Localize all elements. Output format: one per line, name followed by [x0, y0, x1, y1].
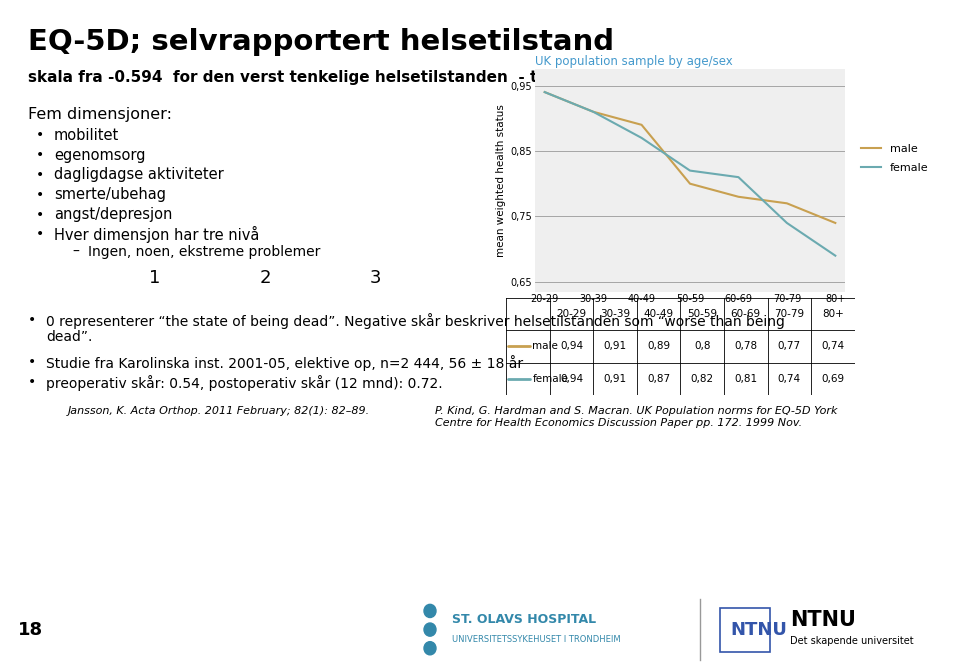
Text: •: •: [36, 148, 44, 162]
Text: 0,91: 0,91: [604, 374, 627, 384]
Text: –: –: [72, 245, 79, 259]
Text: 0,89: 0,89: [647, 341, 670, 351]
Text: preoperativ skår: 0.54, postoperativ skår (12 mnd): 0.72.: preoperativ skår: 0.54, postoperativ skå…: [46, 375, 443, 391]
Y-axis label: mean weighted health status: mean weighted health status: [496, 104, 506, 257]
Text: 20-29: 20-29: [557, 309, 587, 319]
Text: 30-39: 30-39: [600, 309, 630, 319]
Text: Studie fra Karolinska inst. 2001-05, elektive op, n=2 444, 56 ± 18 år: Studie fra Karolinska inst. 2001-05, ele…: [46, 355, 523, 371]
Text: 70-79: 70-79: [774, 309, 804, 319]
Legend: male, female: male, female: [856, 140, 933, 177]
Text: 0,74: 0,74: [778, 374, 801, 384]
Text: 1: 1: [150, 269, 160, 287]
Text: •: •: [36, 227, 44, 241]
Text: UNIVERSITETSSYKEHUSET I TRONDHEIM: UNIVERSITETSSYKEHUSET I TRONDHEIM: [452, 635, 620, 644]
Text: 2: 2: [259, 269, 271, 287]
Text: 0,94: 0,94: [560, 341, 583, 351]
Text: •: •: [28, 375, 36, 389]
Text: 0,77: 0,77: [778, 341, 801, 351]
Text: dead”.: dead”.: [46, 330, 92, 344]
Text: smerte/ubehag: smerte/ubehag: [54, 187, 166, 202]
Text: 0 representerer “the state of being dead”. Negative skår beskriver helsetilstand: 0 representerer “the state of being dead…: [46, 313, 785, 329]
Text: •: •: [28, 313, 36, 327]
Text: EQ-5D; selvrapportert helsetilstand: EQ-5D; selvrapportert helsetilstand: [28, 27, 614, 55]
Text: 50-59: 50-59: [687, 309, 717, 319]
Text: NTNU: NTNU: [790, 610, 856, 630]
Text: 80+: 80+: [822, 309, 844, 319]
Text: •: •: [36, 128, 44, 142]
Text: ST. OLAVS HOSPITAL: ST. OLAVS HOSPITAL: [452, 613, 596, 626]
Text: 0,94: 0,94: [560, 374, 583, 384]
Text: •: •: [36, 168, 44, 182]
Text: 0,69: 0,69: [821, 374, 845, 384]
Circle shape: [424, 623, 436, 636]
Text: male: male: [533, 341, 558, 351]
Bar: [720, 608, 770, 651]
Text: Fem dimensjoner:: Fem dimensjoner:: [28, 107, 172, 122]
Text: 40-49: 40-49: [643, 309, 674, 319]
Text: Ingen, noen, ekstreme problemer: Ingen, noen, ekstreme problemer: [88, 245, 321, 259]
Text: 18: 18: [18, 621, 43, 639]
Text: •: •: [28, 355, 36, 369]
Text: Jansson, K. Acta Orthop. 2011 February; 82(1): 82–89.: Jansson, K. Acta Orthop. 2011 February; …: [68, 406, 371, 416]
Text: skala fra -0.594  for den verst tenkelige helsetilstanden  - til: skala fra -0.594 for den verst tenkelige…: [28, 69, 547, 85]
Text: NTNU: NTNU: [730, 621, 787, 639]
Text: UK population sample by age/sex: UK population sample by age/sex: [535, 55, 732, 67]
Text: •: •: [36, 188, 44, 202]
Text: 0,74: 0,74: [821, 341, 845, 351]
Circle shape: [424, 605, 436, 617]
Text: 0,87: 0,87: [647, 374, 670, 384]
Text: •: •: [36, 208, 44, 222]
Text: 3: 3: [370, 269, 381, 287]
Text: P. Kind, G. Hardman and S. Macran. UK Population norms for EQ-5D York
Centre for: P. Kind, G. Hardman and S. Macran. UK Po…: [435, 406, 837, 428]
Text: angst/depresjon: angst/depresjon: [54, 207, 173, 222]
Circle shape: [424, 642, 436, 655]
Text: egenomsorg: egenomsorg: [54, 148, 146, 163]
Text: 0,82: 0,82: [690, 374, 713, 384]
Text: mobilitet: mobilitet: [54, 128, 119, 143]
Text: female: female: [533, 374, 568, 384]
Text: 0,78: 0,78: [734, 341, 757, 351]
Text: dagligdagse aktiviteter: dagligdagse aktiviteter: [54, 168, 224, 182]
Text: 0,8: 0,8: [694, 341, 710, 351]
Text: 0,91: 0,91: [604, 341, 627, 351]
Text: 0,81: 0,81: [734, 374, 757, 384]
Text: Hver dimensjon har tre nivå: Hver dimensjon har tre nivå: [54, 226, 259, 242]
Text: Det skapende universitet: Det skapende universitet: [790, 635, 914, 645]
Text: 60-69: 60-69: [731, 309, 760, 319]
